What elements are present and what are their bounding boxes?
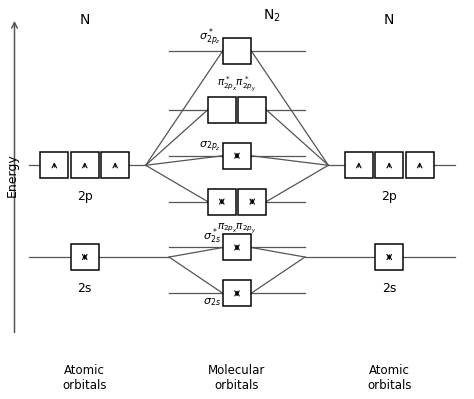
Text: $\sigma_{2s}$: $\sigma_{2s}$	[203, 296, 220, 308]
Text: Energy: Energy	[6, 153, 18, 197]
Bar	[223, 235, 251, 261]
Bar	[223, 38, 251, 63]
Text: Atomic
orbitals: Atomic orbitals	[63, 364, 107, 392]
Bar	[223, 280, 251, 306]
Bar	[223, 143, 251, 169]
Text: Molecular
orbitals: Molecular orbitals	[208, 364, 266, 392]
Text: 2p: 2p	[77, 190, 92, 203]
Text: N: N	[80, 13, 90, 27]
Bar	[71, 152, 99, 178]
Text: N$_2$: N$_2$	[263, 8, 281, 24]
Bar	[208, 97, 236, 123]
Bar	[40, 152, 68, 178]
Text: $\sigma^*_{2p_z}$: $\sigma^*_{2p_z}$	[199, 26, 220, 49]
Text: $\pi^*_{2p_x}\pi^*_{2p_y}$: $\pi^*_{2p_x}\pi^*_{2p_y}$	[217, 75, 257, 94]
Text: 2s: 2s	[78, 282, 92, 294]
Bar	[345, 152, 373, 178]
Text: N: N	[384, 13, 394, 27]
Text: $\pi_{2p_x}\pi_{2p_y}$: $\pi_{2p_x}\pi_{2p_y}$	[217, 221, 257, 235]
Bar	[71, 244, 99, 270]
Bar	[406, 152, 434, 178]
Text: 2s: 2s	[382, 282, 396, 294]
Bar	[238, 97, 266, 123]
Text: 2p: 2p	[382, 190, 397, 203]
Text: Atomic
orbitals: Atomic orbitals	[367, 364, 411, 392]
Bar	[375, 244, 403, 270]
Bar	[238, 189, 266, 215]
Text: $\sigma^*_{2s}$: $\sigma^*_{2s}$	[203, 226, 220, 245]
Text: $\sigma_{2p_z}$: $\sigma_{2p_z}$	[199, 139, 220, 154]
Bar	[208, 189, 236, 215]
Bar	[101, 152, 129, 178]
Bar	[375, 152, 403, 178]
